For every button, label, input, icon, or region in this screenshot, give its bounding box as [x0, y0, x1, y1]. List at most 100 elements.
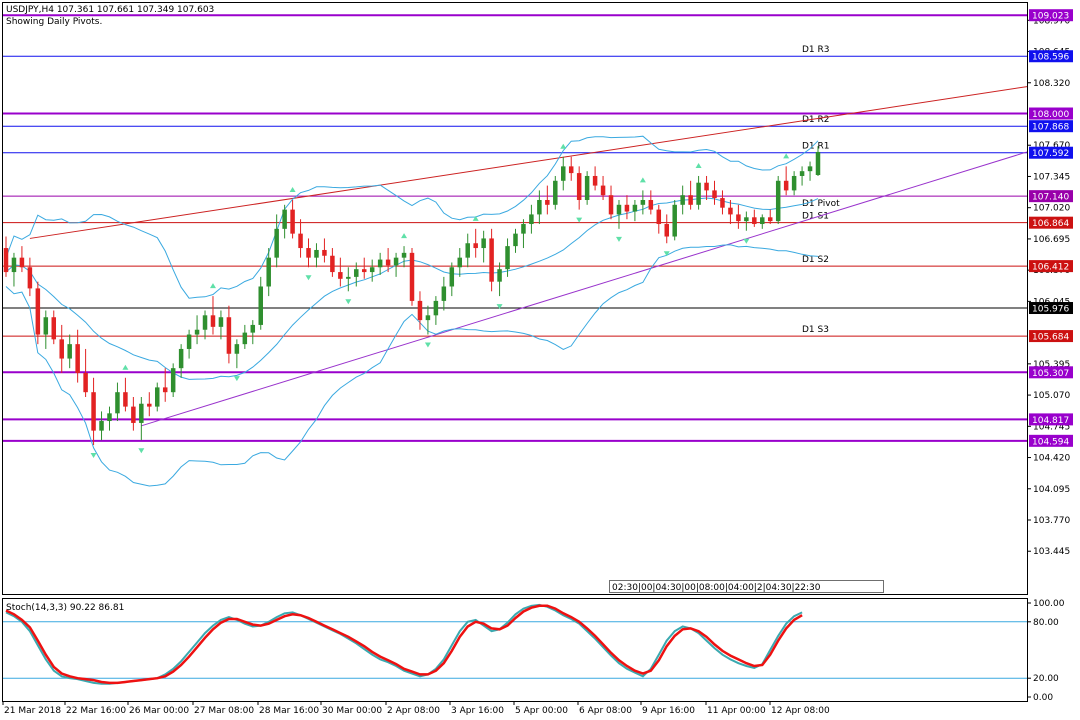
candle-body	[27, 267, 33, 289]
stoch-tick-label: 100.00	[1033, 599, 1065, 609]
candle-body	[19, 257, 25, 268]
candle-body	[67, 344, 72, 359]
candle-body	[91, 392, 96, 431]
candle-body	[760, 217, 765, 225]
candle-body	[664, 224, 669, 237]
candle-body	[624, 204, 630, 212]
bollinger-bands	[5, 135, 819, 487]
fractal-down	[496, 304, 503, 310]
pivot-price-label-box	[1029, 146, 1073, 159]
pivot-name: D1 S3	[802, 325, 829, 335]
stoch-tick-label: 80.00	[1033, 618, 1059, 628]
candle-body	[338, 272, 343, 279]
candle-body	[226, 317, 232, 354]
fractal-down	[663, 251, 670, 257]
fractal-up	[695, 162, 702, 168]
pivot-price-label: 107.592	[1032, 149, 1069, 159]
fractal-up	[639, 177, 646, 183]
candle-body	[266, 257, 271, 287]
candle-body	[791, 175, 797, 191]
fractal-up	[209, 283, 216, 289]
bollinger-lower	[5, 244, 819, 487]
candle-body	[369, 267, 375, 273]
fractal-up	[783, 153, 790, 159]
upper-trendline	[29, 86, 1028, 239]
pivot-price-label: 107.140	[1032, 193, 1069, 203]
candle-body	[553, 180, 558, 205]
time-tick-label: 12 Apr 08:00	[771, 706, 830, 716]
candle-body	[807, 166, 813, 172]
candle-body	[346, 276, 351, 279]
price-tick-label: 107.345	[1033, 172, 1070, 182]
candle-body	[465, 243, 470, 258]
candle-body	[250, 324, 256, 333]
candle-body	[545, 200, 550, 205]
timeline-bar[interactable]	[609, 580, 884, 593]
candle-body	[497, 269, 502, 282]
candle-body	[3, 248, 9, 273]
candle-body	[234, 344, 240, 354]
candle-body	[314, 249, 319, 258]
pivot-name: D1 R1	[802, 142, 830, 152]
candle-body	[457, 257, 463, 268]
candle-body	[529, 214, 534, 225]
candle-body	[815, 151, 821, 176]
time-tick-label: 11 Apr 00:00	[707, 706, 766, 716]
trend-lines	[29, 86, 1028, 427]
pivot-price-label: 105.684	[1032, 333, 1069, 343]
candle-body	[186, 334, 192, 349]
candle-body	[688, 195, 693, 205]
candle-body	[584, 175, 590, 200]
candle-body	[712, 190, 717, 199]
level-price-label-box	[1029, 9, 1073, 22]
candle-body	[521, 224, 526, 234]
candle-body	[298, 233, 303, 249]
pivot-levels: D1 R3 D1 R2 D1 R1 D1 Pivot D1 S1 D1 S2 D1 S3	[3, 14, 1027, 442]
pivot-name: D1 S2	[802, 255, 829, 265]
fractal-up	[401, 233, 408, 239]
candle-body	[11, 257, 17, 273]
candle-body	[449, 267, 455, 287]
candle-body	[139, 403, 144, 423]
candle-body	[242, 332, 248, 345]
level-price-label: 105.307	[1032, 369, 1069, 379]
level-price-label-box	[1029, 413, 1073, 426]
candle-body	[632, 204, 638, 212]
price-tick-label: 107.020	[1033, 204, 1070, 214]
pivot-price-label-box	[1029, 190, 1073, 203]
candle-body	[752, 217, 757, 225]
pivot-price-label: 107.868	[1032, 123, 1069, 133]
candle-body	[147, 403, 152, 407]
level-price-label: 108.000	[1032, 110, 1069, 120]
time-tick-label: 6 Apr 08:00	[579, 706, 632, 716]
stochastic-oscillator: 100.00 80.00 20.00 0.00	[3, 599, 1065, 703]
fractal-down	[345, 299, 352, 305]
price-tick-label: 105.395	[1033, 360, 1070, 370]
stoch-label: Stoch(14,3,3) 90.22 86.81	[6, 603, 124, 613]
fractal-down	[305, 275, 312, 281]
candle-body	[640, 200, 646, 205]
timeline-label: 02:30|00|04:30|00|08:00|04:00|2|04:30|22…	[612, 583, 821, 593]
fractal-down	[576, 217, 583, 223]
bollinger-upper	[5, 135, 819, 299]
stoch-panel-frame	[2, 598, 1028, 702]
candle-body	[290, 209, 295, 234]
price-tick-label: 104.095	[1033, 485, 1070, 495]
level-price-label: 104.594	[1032, 437, 1069, 447]
level-price-label-box	[1029, 107, 1073, 120]
price-tick-label: 107.670	[1033, 141, 1070, 151]
candle-body	[441, 286, 447, 301]
candle-body	[274, 228, 279, 258]
candle-body	[35, 288, 41, 335]
current-price-box	[1029, 302, 1073, 315]
candle-body	[75, 344, 80, 373]
candle-body	[489, 238, 494, 282]
candle-body	[656, 209, 662, 225]
time-tick-label: 26 Mar 00:00	[129, 706, 189, 716]
candle-body	[473, 243, 478, 249]
candle-body	[481, 238, 486, 249]
time-tick-label: 28 Mar 16:00	[259, 706, 319, 716]
candle-body	[409, 252, 415, 301]
candle-body	[608, 195, 614, 215]
